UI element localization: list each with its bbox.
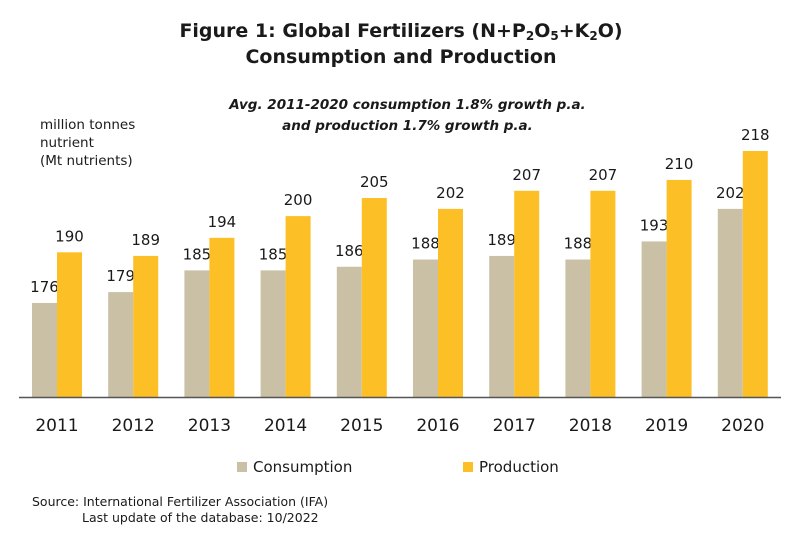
growth-annotation-line1: Avg. 2011-2020 consumption 1.8% growth p… — [229, 97, 586, 113]
data-label-production-2017: 207 — [512, 166, 541, 184]
x-tick-label-2020: 2020 — [721, 416, 764, 436]
unit-label: million tonnes nutrient (Mt nutrients) — [40, 116, 135, 170]
chart-title-line1: Figure 1: Global Fertilizers (N+P2O5+K2O… — [179, 20, 623, 43]
legend-label-consumption: Consumption — [253, 458, 353, 476]
bar-consumption-2020 — [717, 208, 743, 397]
data-label-consumption-2012: 179 — [106, 267, 135, 285]
chart-title-line2: Consumption and Production — [245, 46, 557, 68]
x-tick-label-2019: 2019 — [645, 416, 688, 436]
bar-production-2016 — [438, 208, 463, 397]
data-label-consumption-2013: 185 — [183, 245, 212, 263]
bar-consumption-2014 — [260, 270, 286, 397]
data-label-consumption-2016: 188 — [411, 235, 440, 253]
bar-consumption-2013 — [184, 270, 210, 397]
data-label-consumption-2018: 188 — [564, 235, 593, 253]
bar-consumption-2016 — [413, 259, 438, 397]
unit-label-line1: million tonnes — [40, 117, 136, 133]
data-label-consumption-2014: 185 — [259, 245, 288, 263]
bar-consumption-2019 — [641, 241, 667, 397]
bar-production-2015 — [361, 198, 387, 397]
bar-production-2020 — [742, 151, 768, 397]
x-tick-label-2012: 2012 — [112, 416, 155, 436]
data-label-production-2015: 205 — [360, 173, 389, 191]
data-label-production-2014: 200 — [284, 191, 313, 209]
x-tick-label-2018: 2018 — [569, 416, 612, 436]
x-tick-label-2014: 2014 — [264, 416, 307, 436]
legend-swatch-consumption — [237, 462, 247, 472]
data-label-production-2011: 190 — [55, 227, 84, 245]
source-line2: Last update of the database: 10/2022 — [82, 510, 319, 525]
data-label-consumption-2017: 189 — [487, 231, 516, 249]
x-tick-label-2015: 2015 — [340, 416, 383, 436]
bar-consumption-2011 — [32, 302, 57, 397]
x-tick-label-2016: 2016 — [416, 416, 459, 436]
data-label-production-2020: 218 — [741, 126, 770, 144]
legend-item-production: Production — [463, 458, 559, 476]
source-note: Source: International Fertilizer Associa… — [32, 494, 328, 526]
unit-label-line2: nutrient — [40, 135, 94, 151]
data-label-production-2019: 210 — [665, 155, 694, 173]
legend-item-consumption: Consumption — [237, 458, 352, 476]
bar-production-2017 — [514, 190, 540, 397]
bar-production-2018 — [590, 190, 616, 397]
bar-production-2013 — [209, 237, 235, 397]
bar-production-2019 — [666, 179, 692, 397]
data-label-consumption-2020: 202 — [716, 184, 745, 202]
bar-consumption-2015 — [336, 266, 362, 397]
x-tick-label-2017: 2017 — [493, 416, 536, 436]
data-label-consumption-2019: 193 — [640, 216, 669, 234]
source-line1: Source: International Fertilizer Associa… — [32, 494, 329, 509]
data-label-production-2012: 189 — [131, 231, 160, 249]
bar-consumption-2017 — [489, 255, 515, 397]
legend-label-production: Production — [479, 458, 559, 476]
bar-consumption-2018 — [565, 259, 591, 397]
x-tick-label-2011: 2011 — [35, 416, 78, 436]
growth-annotation-line2: and production 1.7% growth p.a. — [282, 118, 533, 134]
x-tick-label-2013: 2013 — [188, 416, 231, 436]
data-label-consumption-2011: 176 — [30, 278, 59, 296]
bar-production-2014 — [285, 216, 311, 397]
data-label-production-2013: 194 — [208, 213, 237, 231]
data-label-production-2016: 202 — [436, 184, 465, 202]
bar-production-2012 — [133, 255, 159, 397]
legend-swatch-production — [463, 462, 473, 472]
data-label-production-2018: 207 — [589, 166, 618, 184]
bar-production-2011 — [57, 252, 82, 397]
unit-label-line3: (Mt nutrients) — [40, 153, 133, 169]
bar-consumption-2012 — [108, 292, 134, 397]
data-label-consumption-2015: 186 — [335, 242, 364, 260]
